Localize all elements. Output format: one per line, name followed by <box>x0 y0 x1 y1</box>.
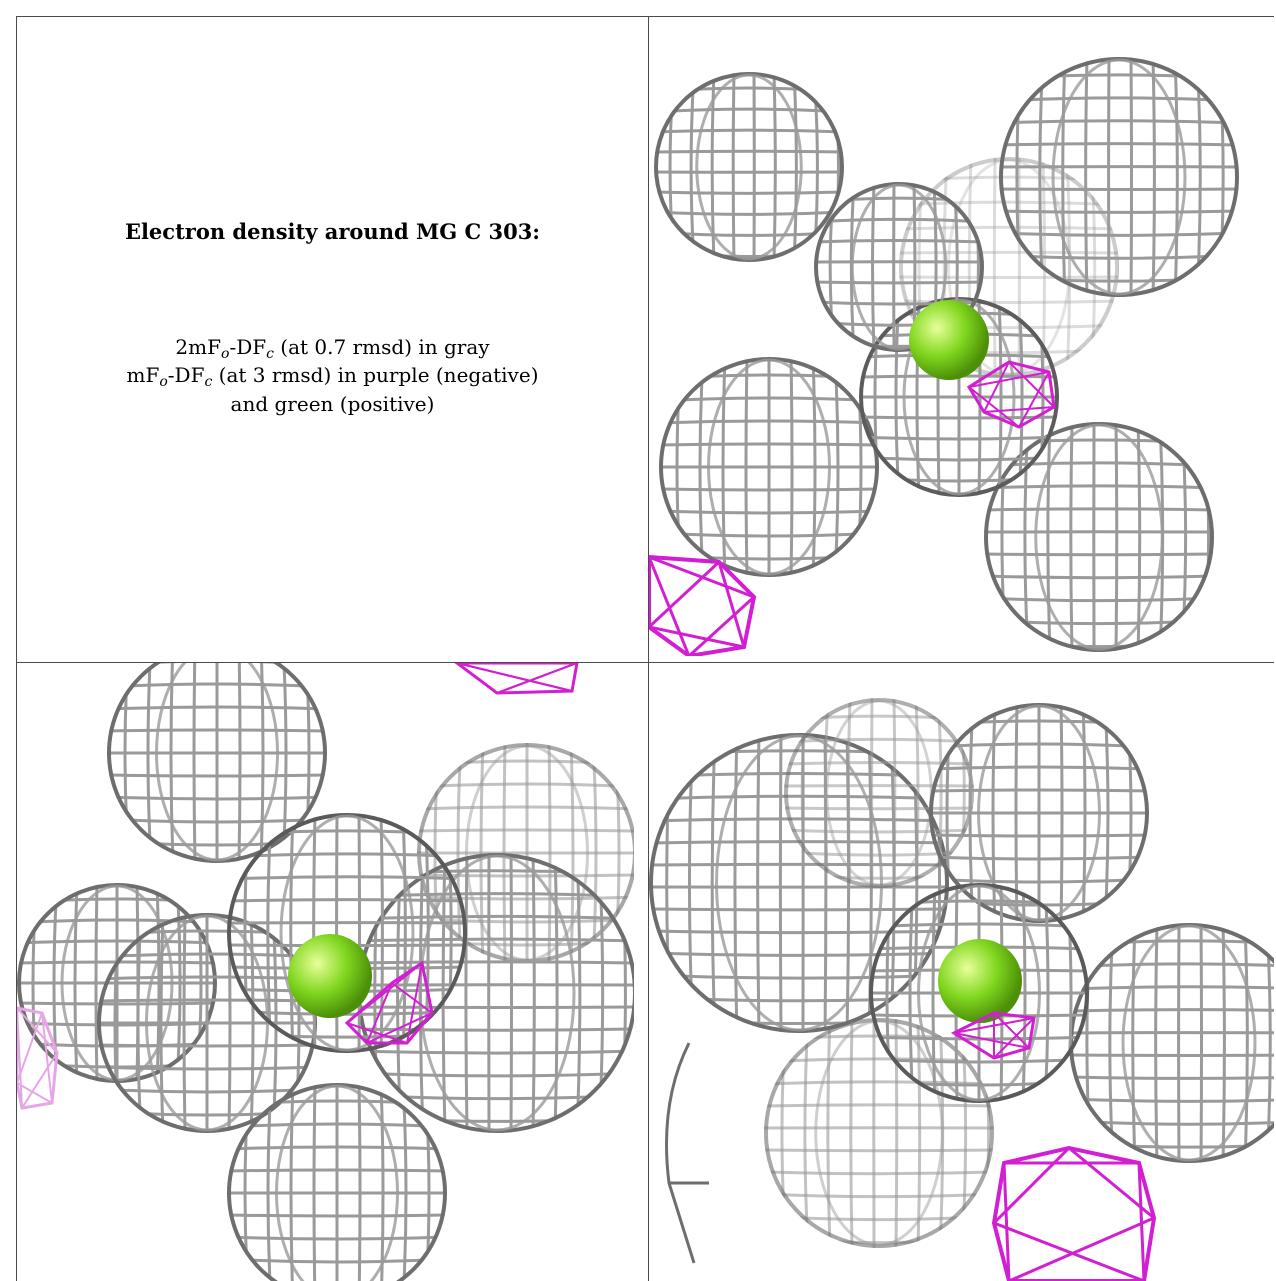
negative-density <box>991 1145 1157 1281</box>
legend-line-gray: 2mFo-DFc (at 0.7 rmsd) in gray <box>175 335 490 362</box>
negative-density <box>344 960 434 1045</box>
negative-density <box>966 360 1056 429</box>
density-lobe <box>107 663 327 863</box>
frame-middle-horizontal <box>16 662 1274 663</box>
frame-middle-vertical <box>648 16 649 1281</box>
legend-line-positive: and green (positive) <box>230 391 435 416</box>
negative-density <box>950 1011 1036 1060</box>
density-lobe <box>227 1083 447 1281</box>
negative-density <box>454 663 579 695</box>
view-bottom-right <box>649 663 1274 1281</box>
legend-text: 2mFo-DFc (at 0.7 rmsd) in gray mFo-DFc (… <box>17 335 648 417</box>
density-lobe <box>1069 923 1274 1163</box>
frame-top <box>16 16 1274 17</box>
legend-cell: Electron density around MG C 303: 2mFo-D… <box>17 17 648 662</box>
view-bottom-left <box>17 663 634 1281</box>
magnesium-atom <box>938 939 1022 1023</box>
density-lobe <box>654 72 844 262</box>
density-lobe <box>984 422 1214 652</box>
negative-density <box>17 1006 59 1110</box>
frame-left <box>16 16 17 1281</box>
figure-title: Electron density around MG C 303: <box>124 219 541 244</box>
legend-line-difference: mFo-DFc (at 3 rmsd) in purple (negative) <box>126 363 539 391</box>
density-lobe <box>659 357 879 577</box>
figure-grid: Electron density around MG C 303: 2mFo-D… <box>16 16 1274 1281</box>
mesh-fragment <box>665 1042 709 1264</box>
density-lobe <box>764 1018 994 1248</box>
density-lobe <box>929 703 1149 923</box>
negative-density <box>649 554 757 656</box>
magnesium-atom <box>909 300 989 380</box>
magnesium-atom <box>288 934 372 1018</box>
view-top-right <box>649 17 1274 656</box>
